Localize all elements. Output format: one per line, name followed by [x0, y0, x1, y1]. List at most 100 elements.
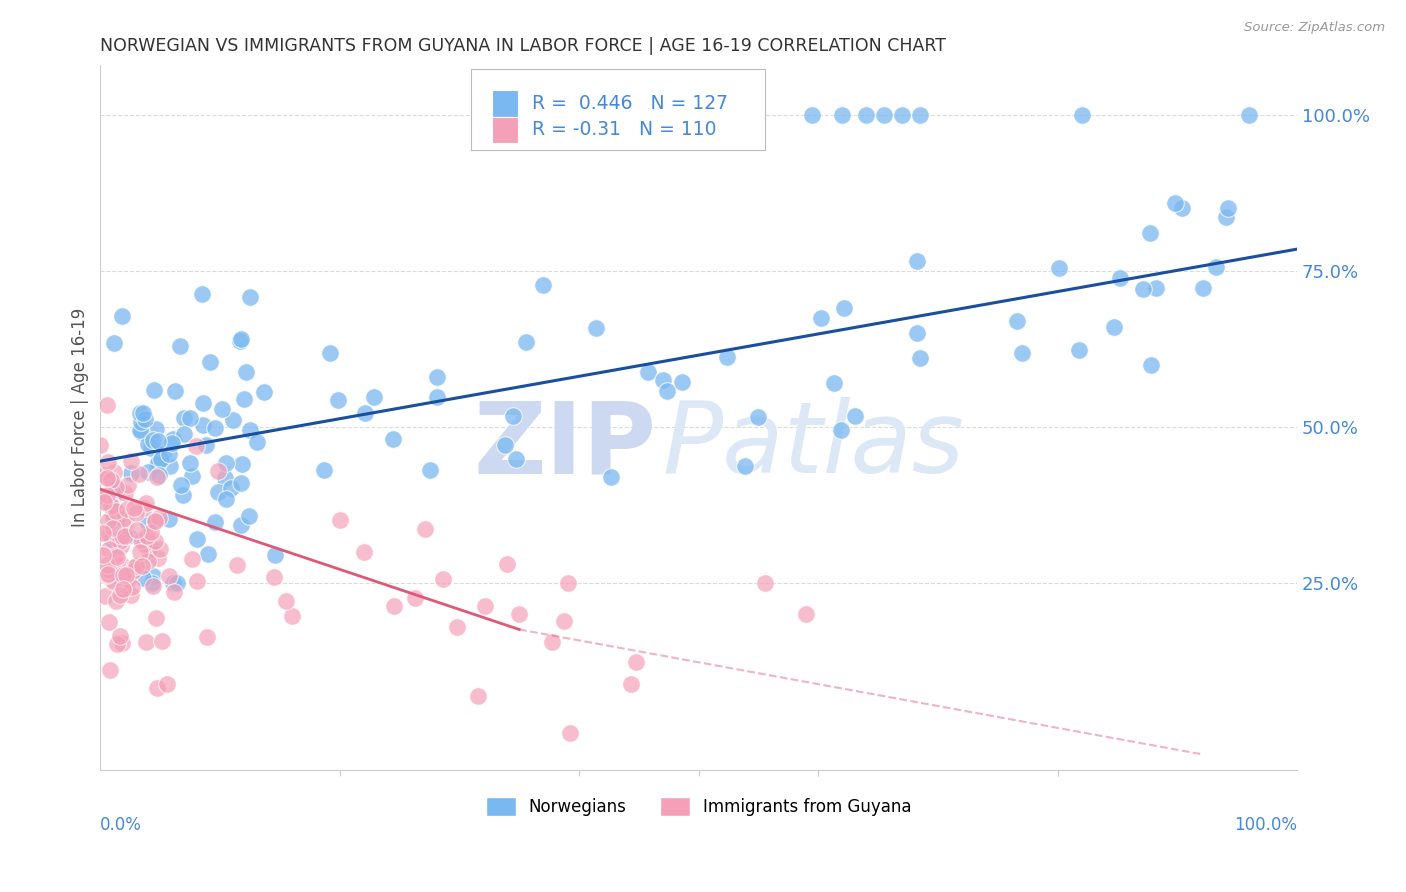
Point	[135, 496, 157, 510]
Point	[541, 635, 564, 649]
Point	[97, 455, 120, 469]
Point	[120, 467, 142, 481]
Point	[195, 438, 218, 452]
Point	[105, 594, 128, 608]
Point	[163, 384, 186, 398]
Point	[505, 452, 527, 467]
Point	[146, 681, 169, 695]
Point	[136, 516, 159, 531]
Point	[111, 582, 134, 596]
Point	[1192, 281, 1215, 295]
Point	[246, 434, 269, 449]
Point	[162, 432, 184, 446]
Point	[93, 468, 115, 483]
Point	[152, 447, 174, 461]
Point	[180, 551, 202, 566]
Point	[873, 108, 896, 122]
Point	[157, 447, 180, 461]
Point	[117, 574, 139, 588]
Point	[129, 545, 152, 559]
Point	[211, 401, 233, 416]
Point	[105, 480, 128, 494]
Point	[496, 557, 519, 571]
Point	[97, 514, 120, 528]
Point	[93, 494, 115, 508]
Point	[96, 566, 118, 581]
Point	[1237, 108, 1260, 122]
Point	[103, 575, 125, 590]
Bar	[492, 117, 517, 144]
Point	[163, 585, 186, 599]
Point	[382, 432, 405, 446]
Point	[132, 537, 155, 551]
Point	[329, 513, 352, 527]
Point	[110, 533, 132, 548]
Point	[169, 339, 191, 353]
Point	[801, 108, 824, 122]
Point	[734, 459, 756, 474]
Point	[96, 558, 118, 572]
Text: 100.0%: 100.0%	[1234, 815, 1298, 833]
Point	[1067, 343, 1090, 357]
Point	[131, 571, 153, 585]
Point	[1047, 261, 1070, 276]
Point	[149, 451, 172, 466]
Point	[103, 465, 125, 479]
Point	[103, 521, 125, 535]
Point	[157, 512, 180, 526]
Point	[132, 500, 155, 515]
Point	[110, 539, 132, 553]
Point	[146, 458, 169, 472]
Point	[142, 384, 165, 398]
Point	[354, 406, 377, 420]
Point	[585, 321, 607, 335]
Point	[129, 406, 152, 420]
Point	[159, 458, 181, 473]
Point	[142, 434, 165, 448]
Point	[101, 533, 124, 547]
Point	[111, 558, 134, 573]
Point	[197, 547, 219, 561]
Point	[186, 533, 208, 547]
Point	[426, 390, 449, 404]
Point	[104, 504, 127, 518]
Point	[129, 415, 152, 429]
Point	[135, 635, 157, 649]
Point	[353, 544, 375, 558]
Point	[226, 558, 249, 572]
Point	[810, 310, 832, 325]
Point	[128, 467, 150, 481]
Point	[101, 509, 124, 524]
Point	[145, 611, 167, 625]
Point	[905, 326, 928, 340]
Point	[91, 525, 114, 540]
Point	[905, 253, 928, 268]
Point	[93, 490, 115, 504]
Point	[114, 529, 136, 543]
Point	[191, 286, 214, 301]
Point	[117, 477, 139, 491]
Point	[141, 575, 163, 590]
Point	[138, 542, 160, 557]
Point	[143, 515, 166, 529]
Point	[671, 375, 693, 389]
Point	[1070, 108, 1092, 122]
Point	[115, 502, 138, 516]
Point	[231, 476, 253, 491]
Point	[426, 370, 449, 384]
Point	[91, 548, 114, 562]
Point	[162, 436, 184, 450]
Point	[89, 438, 111, 452]
Point	[599, 470, 621, 484]
Text: R = -0.31   N = 110: R = -0.31 N = 110	[533, 120, 717, 139]
Point	[111, 529, 134, 543]
Point	[222, 413, 245, 427]
Point	[637, 366, 659, 380]
Point	[363, 390, 385, 404]
Point	[114, 485, 136, 500]
Point	[104, 514, 127, 528]
Point	[112, 512, 135, 526]
Point	[560, 725, 582, 739]
Point	[620, 677, 643, 691]
Point	[181, 469, 204, 483]
